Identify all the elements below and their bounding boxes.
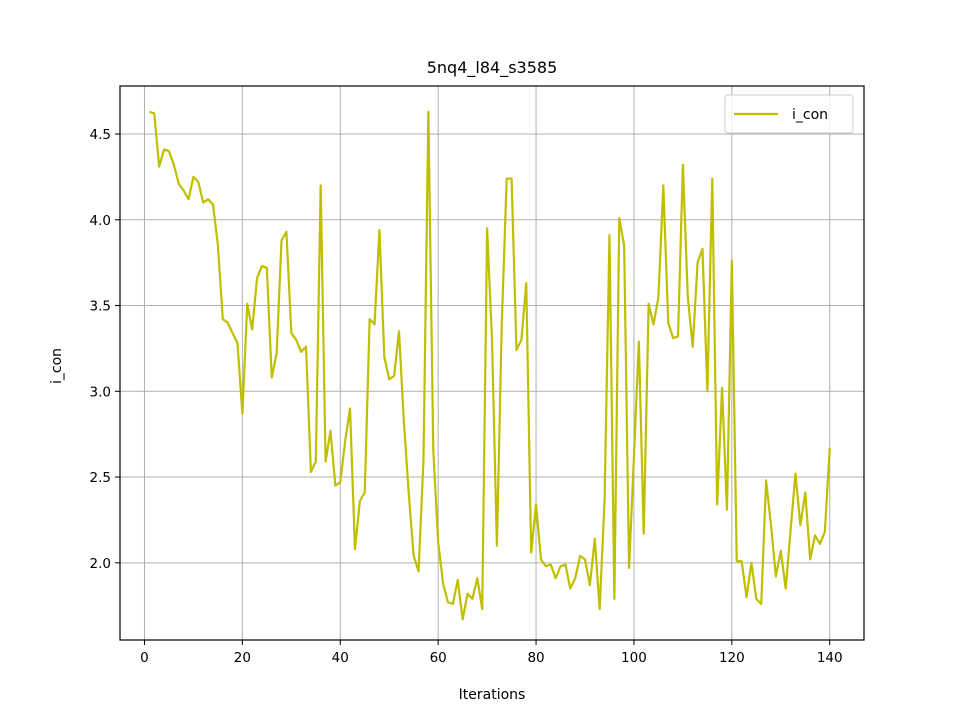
x-tick-label: 100 [621, 650, 647, 666]
y-tick-label: 2.0 [90, 556, 111, 572]
legend: i_con [724, 94, 854, 134]
series-layer [149, 110, 831, 621]
x-tick-label: 80 [527, 650, 544, 666]
y-tick-label: 4.0 [90, 213, 111, 229]
x-tick-label: 20 [234, 650, 251, 666]
x-tick-label: 0 [140, 650, 149, 666]
series-line-i-con [149, 110, 831, 621]
y-tick-label: 2.5 [90, 470, 111, 486]
plot-frame [119, 85, 865, 641]
y-axis-label: i_con [49, 348, 65, 384]
y-tick-label: 3.0 [90, 384, 111, 400]
x-axis-label: Iterations [459, 687, 526, 703]
legend-label-i-con: i_con [792, 107, 828, 123]
x-tick-label: 120 [719, 650, 745, 666]
y-tick-label: 3.5 [90, 299, 111, 315]
y-tick-label: 4.5 [90, 127, 111, 143]
x-tick-label: 60 [430, 650, 447, 666]
legend-box [724, 94, 854, 134]
x-tick-label: 40 [332, 650, 349, 666]
x-tick-label: 140 [817, 650, 843, 666]
y-axis-ticks: 2.0 2.5 3.0 3.5 4.0 4.5 [90, 127, 120, 572]
x-axis-ticks: 0 20 40 60 80 100 120 140 [140, 640, 843, 666]
chart-title: 5nq4_l84_s3585 [427, 58, 558, 78]
